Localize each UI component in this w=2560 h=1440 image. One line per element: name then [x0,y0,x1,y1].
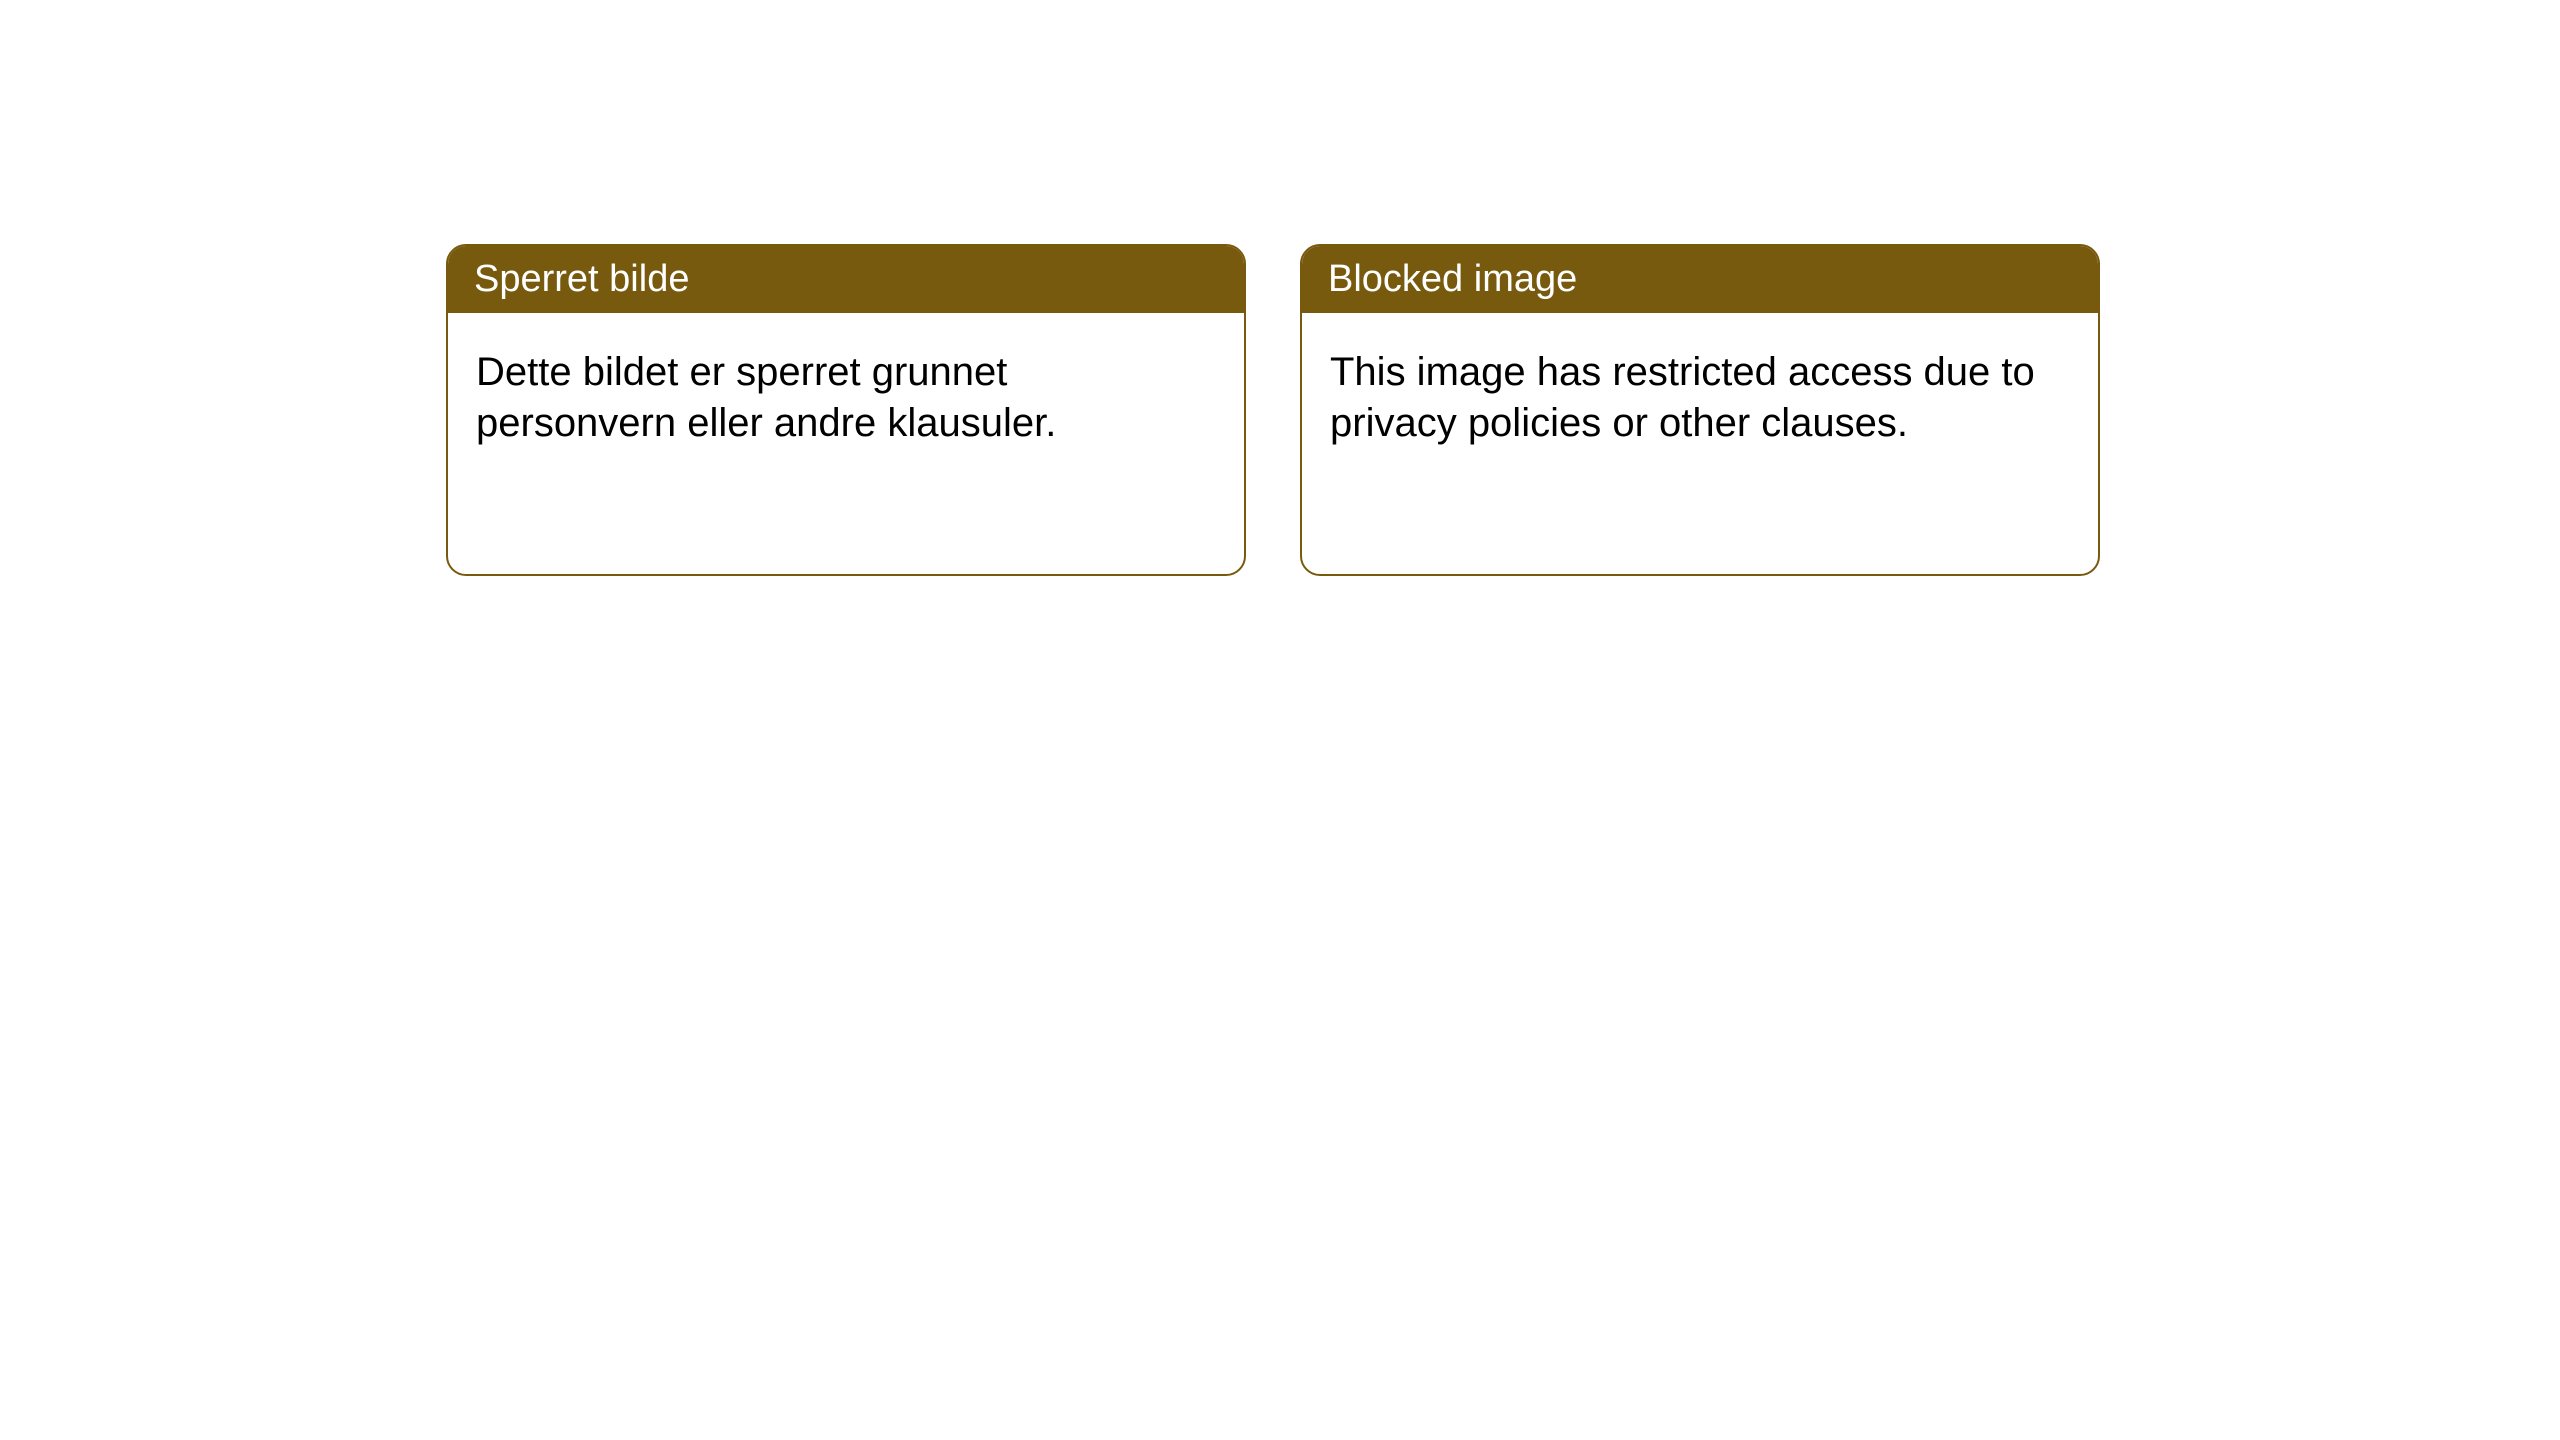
notice-body: Dette bildet er sperret grunnet personve… [448,313,1244,483]
notice-card-norwegian: Sperret bilde Dette bildet er sperret gr… [446,244,1246,576]
notice-container: Sperret bilde Dette bildet er sperret gr… [446,244,2100,576]
notice-body: This image has restricted access due to … [1302,313,2098,483]
notice-card-english: Blocked image This image has restricted … [1300,244,2100,576]
notice-title: Blocked image [1302,246,2098,313]
notice-title: Sperret bilde [448,246,1244,313]
